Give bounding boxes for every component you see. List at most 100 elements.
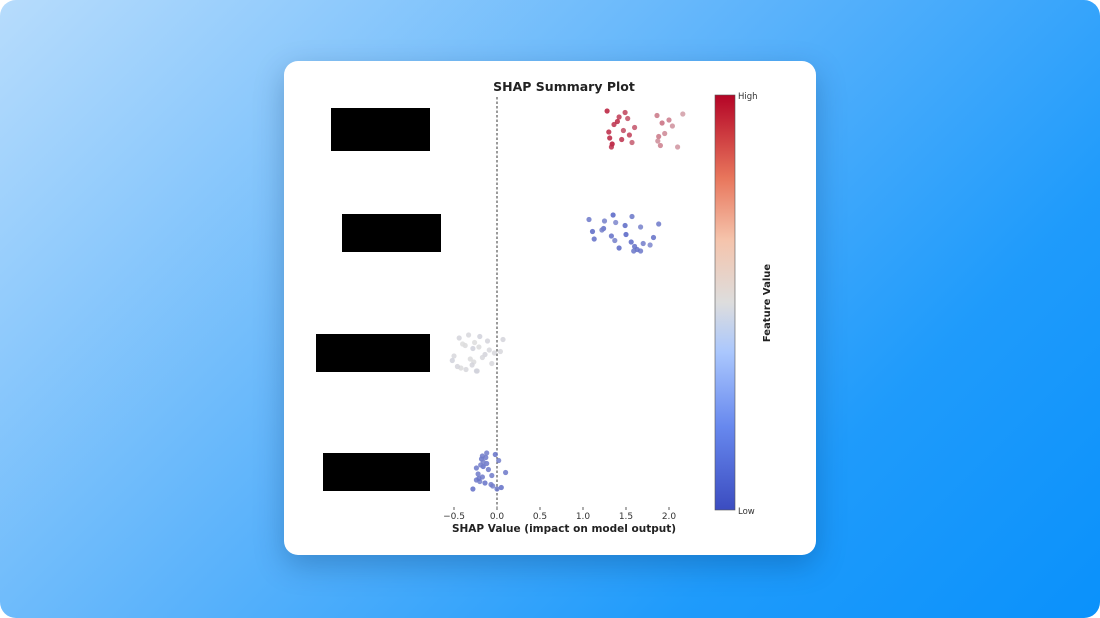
- shap-point-row1-11: [626, 132, 632, 138]
- shap-point-row4-25: [479, 453, 485, 459]
- shap-point-row1-25: [680, 111, 686, 117]
- shap-summary-plot: SHAP Summary Plot −0.5 0.0 0.5 1.0 1.5 2.0 SH…: [316, 79, 773, 535]
- shap-point-row2-22: [647, 242, 653, 248]
- shap-point-row3-14: [472, 339, 478, 346]
- shap-point-row1-14: [625, 115, 631, 122]
- shap-point-row2-21: [656, 221, 662, 227]
- shap-point-row4-22: [482, 480, 488, 486]
- chart-title: SHAP Summary Plot: [493, 79, 635, 94]
- x-axis-ticks: −0.5 0.0 0.5 1.0 1.5 2.0: [443, 507, 676, 522]
- shap-point-row2-8: [622, 222, 628, 229]
- shap-point-row2-12: [589, 228, 596, 235]
- shap-point-row3-22: [469, 362, 475, 368]
- shap-point-row3-23: [486, 347, 492, 353]
- shap-point-row3-13: [454, 363, 460, 370]
- redacted-feature-label-3: [316, 334, 430, 372]
- colorbar-low-label: Low: [738, 507, 755, 517]
- shap-point-row1-18: [656, 133, 662, 140]
- x-tick-label-6: 2.0: [662, 512, 677, 522]
- shap-point-row3-21: [460, 341, 466, 347]
- shap-point-row4-1: [484, 450, 490, 456]
- shap-point-row3-20: [479, 354, 485, 361]
- x-tick-label-4: 1.0: [576, 512, 591, 522]
- scatter-points: [449, 108, 686, 492]
- shap-point-row4-24: [494, 486, 500, 492]
- shap-point-row4-21: [480, 459, 486, 465]
- shap-point-row3-26: [491, 350, 497, 356]
- shap-point-row4-20: [489, 472, 495, 479]
- shap-point-row3-11: [467, 356, 473, 362]
- shap-point-row3-12: [497, 348, 503, 355]
- shap-point-row1-24: [675, 144, 681, 150]
- shap-point-row2-2: [628, 239, 634, 245]
- shap-point-row1-1: [604, 108, 610, 114]
- shap-point-row1-19: [654, 112, 660, 119]
- shap-point-row4-12: [485, 466, 491, 473]
- shap-point-row2-9: [640, 240, 646, 247]
- shap-point-row2-6: [608, 233, 614, 239]
- shap-point-row1-22: [655, 138, 661, 144]
- shap-point-row1-3: [611, 121, 617, 128]
- shap-point-row1-12: [632, 124, 638, 131]
- shap-point-row3-17: [476, 344, 482, 350]
- shap-point-row2-17: [638, 224, 644, 230]
- redacted-feature-label-2: [342, 214, 441, 252]
- shap-point-row3-25: [456, 335, 462, 341]
- shap-point-row4-10: [492, 451, 498, 458]
- shap-point-row3-16: [463, 366, 469, 373]
- redacted-feature-label-4: [323, 453, 430, 491]
- colorbar-label: Feature Value: [762, 264, 773, 343]
- x-axis-label: SHAP Value (impact on model output): [452, 523, 676, 535]
- shap-point-row4-18: [476, 475, 482, 482]
- shap-point-row1-16: [657, 142, 663, 149]
- x-tick-label-5: 1.5: [619, 512, 633, 522]
- shap-point-row1-7: [608, 144, 614, 150]
- shap-point-row2-10: [629, 213, 635, 220]
- shap-point-row1-17: [659, 120, 665, 126]
- shap-point-row4-7: [470, 486, 476, 492]
- redacted-feature-label-1: [331, 108, 430, 151]
- shap-point-row3-24: [473, 368, 479, 374]
- shap-point-row4-16: [498, 484, 504, 491]
- shap-point-row2-5: [601, 218, 608, 224]
- shap-point-row3-5: [484, 338, 491, 344]
- shap-point-row1-15: [620, 127, 626, 134]
- shap-point-row1-5: [616, 114, 622, 120]
- x-tick-label-1: −0.5: [443, 512, 465, 522]
- chart-card: SHAP Summary Plot −0.5 0.0 0.5 1.0 1.5 2.0 SH…: [284, 61, 816, 555]
- shap-point-row1-20: [662, 130, 668, 137]
- colorbar: [714, 94, 736, 511]
- shap-point-row2-14: [613, 219, 619, 226]
- shap-point-row3-18: [449, 357, 455, 364]
- shap-point-row1-23: [669, 123, 675, 129]
- shap-point-row1-10: [622, 109, 628, 116]
- shap-point-row1-9: [619, 136, 625, 143]
- shap-point-row2-19: [586, 216, 592, 223]
- shap-point-row4-14: [496, 457, 502, 464]
- shap-point-row1-13: [629, 139, 635, 146]
- shap-point-row2-23: [599, 227, 605, 233]
- shap-point-row1-6: [606, 129, 612, 135]
- shap-point-row4-23: [473, 465, 479, 471]
- shap-point-row4-6: [475, 471, 481, 477]
- shap-point-row2-24: [631, 248, 637, 254]
- shap-point-row2-18: [612, 237, 618, 244]
- shap-point-row3-3: [470, 345, 476, 352]
- shap-point-row2-4: [616, 245, 622, 251]
- shap-point-row3-1: [466, 332, 472, 338]
- shap-point-row3-9: [489, 360, 495, 367]
- shap-point-row1-2: [607, 135, 613, 141]
- x-tick-label-2: 0.0: [490, 512, 505, 522]
- shap-point-row1-8: [614, 118, 620, 125]
- shap-point-row2-15: [623, 231, 629, 238]
- shap-point-row1-21: [666, 117, 672, 123]
- shap-point-row2-1: [610, 212, 616, 218]
- shap-point-row3-6: [451, 353, 457, 359]
- colorbar-high-label: High: [738, 92, 758, 102]
- shap-point-row4-15: [503, 469, 509, 476]
- shap-point-row3-10: [477, 333, 483, 340]
- shap-point-row4-13: [488, 481, 494, 488]
- shap-point-row3-19: [500, 336, 506, 343]
- x-tick-label-3: 0.5: [533, 512, 547, 522]
